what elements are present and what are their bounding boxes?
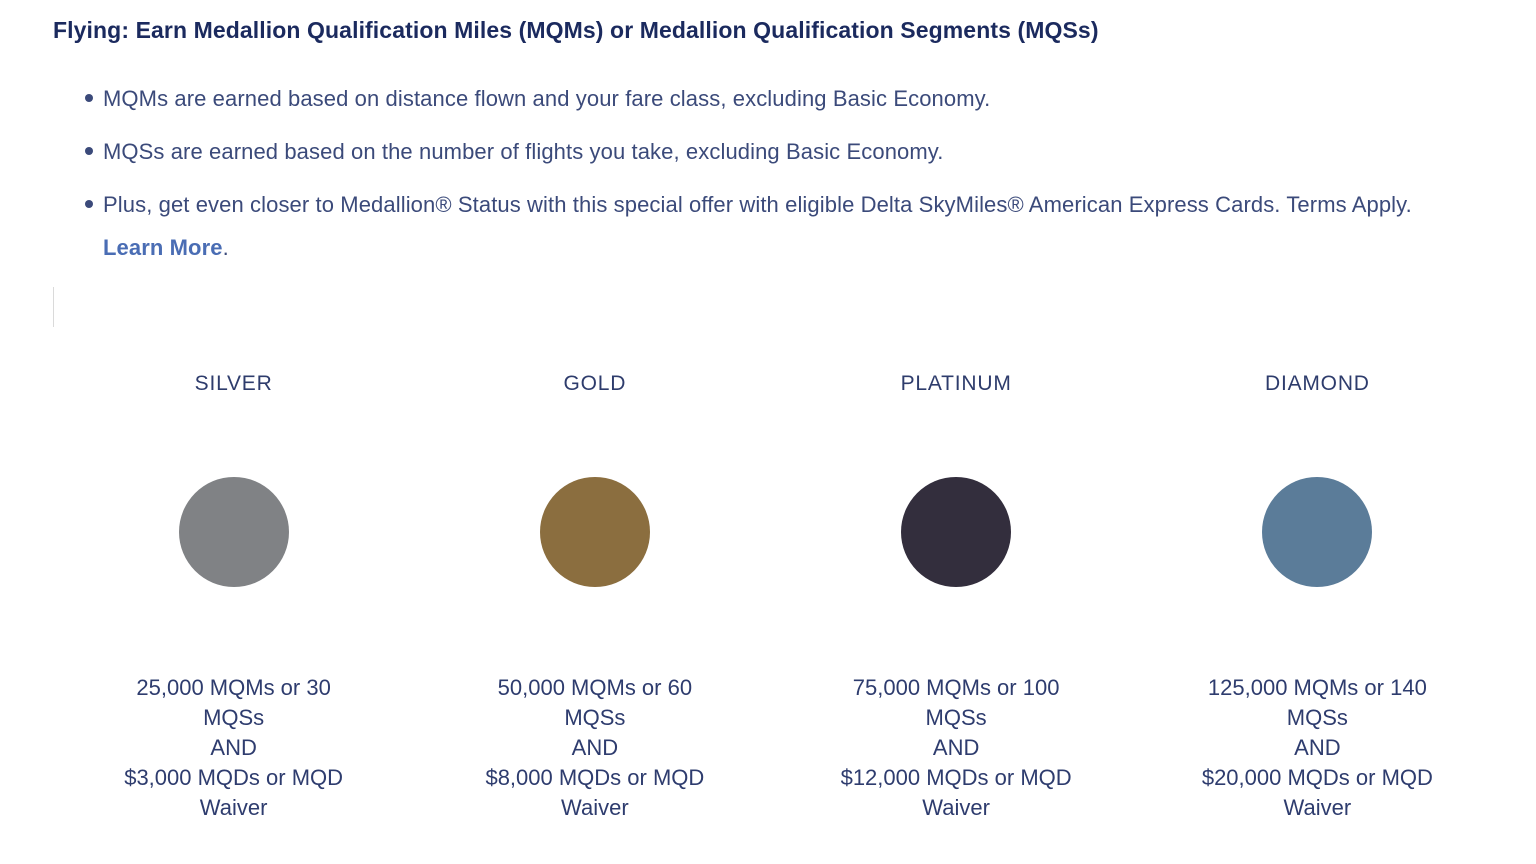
req-line: Waiver [922, 795, 990, 820]
bullet-item-mqms: MQMs are earned based on distance flown … [53, 77, 1493, 120]
req-line: $20,000 MQDs or MQD [1201, 765, 1433, 790]
req-line: 25,000 MQMs or 30 [136, 675, 331, 700]
tier-circle-silver [178, 477, 289, 587]
req-line: AND [1294, 735, 1341, 760]
req-line: AND [932, 735, 980, 760]
req-line: MQSs [925, 705, 987, 730]
tier-circle-diamond [1262, 477, 1373, 587]
medallion-qualification-section: Flying: Earn Medallion Qualification Mil… [53, 17, 1498, 823]
req-line: 75,000 MQMs or 100 [852, 675, 1060, 700]
bullet-item-amex-offer: Plus, get even closer to Medallion® Stat… [53, 183, 1493, 269]
req-line: 50,000 MQMs or 60 [497, 675, 693, 700]
text-caret-divider [53, 287, 54, 327]
tier-column-platinum: PLATINUM 75,000 MQMs or 100 MQSs AND $12… [776, 372, 1137, 823]
tier-circle-platinum [901, 477, 1012, 587]
learn-more-suffix: . [222, 235, 229, 260]
learn-more-link[interactable]: Learn More [103, 235, 223, 260]
req-line: 125,000 MQMs or 140 [1207, 675, 1427, 700]
tier-name-silver: SILVER [194, 372, 273, 395]
bullet-text-amex-offer: Plus, get even closer to Medallion® Stat… [103, 192, 1412, 217]
bullet-text-mqss: MQSs are earned based on the number of f… [103, 139, 944, 164]
tier-column-silver: SILVER 25,000 MQMs or 30 MQSs AND $3,000… [53, 372, 414, 823]
tier-name-diamond: DIAMOND [1264, 372, 1370, 395]
medallion-tier-grid: SILVER 25,000 MQMs or 30 MQSs AND $3,000… [53, 372, 1498, 823]
req-line: $12,000 MQDs or MQD [840, 765, 1072, 790]
benefits-bullet-list: MQMs are earned based on distance flown … [53, 77, 1493, 269]
tier-requirements-platinum: 75,000 MQMs or 100 MQSs AND $12,000 MQDs… [841, 673, 1072, 823]
bullet-dot-icon [85, 147, 93, 155]
req-line: MQSs [203, 705, 265, 730]
req-line: MQSs [1286, 705, 1348, 730]
req-line: $3,000 MQDs or MQD [124, 765, 344, 790]
req-line: Waiver [1283, 795, 1352, 820]
req-line: Waiver [561, 795, 629, 820]
tier-requirements-diamond: 125,000 MQMs or 140 MQSs AND $20,000 MQD… [1202, 673, 1433, 823]
bullet-dot-icon [85, 94, 93, 102]
tier-requirements-gold: 50,000 MQMs or 60 MQSs AND $8,000 MQDs o… [485, 673, 704, 823]
bullet-dot-icon [85, 200, 93, 208]
req-line: Waiver [199, 795, 268, 820]
req-line: AND [571, 735, 619, 760]
tier-name-platinum: PLATINUM [900, 372, 1012, 395]
tier-column-diamond: DIAMOND 125,000 MQMs or 140 MQSs AND $20… [1137, 372, 1498, 823]
req-line: AND [210, 735, 257, 760]
learn-more-line: Learn More. [103, 226, 1493, 269]
tier-name-gold: GOLD [563, 372, 627, 395]
bullet-item-mqss: MQSs are earned based on the number of f… [53, 130, 1493, 173]
req-line: $8,000 MQDs or MQD [485, 765, 705, 790]
tier-column-gold: GOLD 50,000 MQMs or 60 MQSs AND $8,000 M… [414, 372, 775, 823]
tier-circle-gold [539, 477, 650, 587]
tier-requirements-silver: 25,000 MQMs or 30 MQSs AND $3,000 MQDs o… [124, 673, 343, 823]
bullet-text-mqms: MQMs are earned based on distance flown … [103, 86, 991, 111]
page-title: Flying: Earn Medallion Qualification Mil… [53, 17, 1099, 43]
req-line: MQSs [564, 705, 626, 730]
